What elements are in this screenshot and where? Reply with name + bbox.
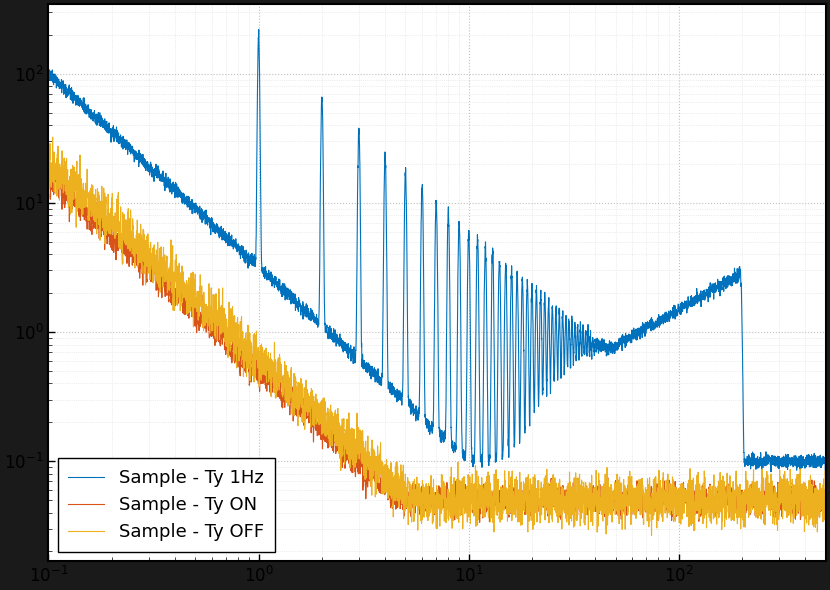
Sample - Ty ON xyxy=(504,503,514,510)
Sample - Ty OFF xyxy=(620,485,630,492)
Sample - Ty 1Hz xyxy=(662,310,671,317)
Sample - Ty OFF xyxy=(504,509,514,516)
Sample - Ty 1Hz xyxy=(537,388,547,395)
Legend: Sample - Ty 1Hz, Sample - Ty ON, Sample - Ty OFF: Sample - Ty 1Hz, Sample - Ty ON, Sample … xyxy=(57,458,275,552)
Sample - Ty ON xyxy=(821,480,830,487)
Sample - Ty ON xyxy=(43,186,53,194)
Sample - Ty 1Hz xyxy=(254,26,264,33)
Sample - Ty 1Hz xyxy=(620,336,630,343)
Sample - Ty OFF xyxy=(647,532,657,539)
Sample - Ty OFF xyxy=(537,487,547,494)
Sample - Ty 1Hz xyxy=(325,330,335,337)
Line: Sample - Ty OFF: Sample - Ty OFF xyxy=(48,137,826,536)
Sample - Ty OFF xyxy=(325,433,335,440)
Sample - Ty OFF xyxy=(43,167,53,174)
Sample - Ty OFF xyxy=(821,495,830,502)
Sample - Ty ON xyxy=(44,160,54,167)
Sample - Ty ON xyxy=(537,493,547,500)
Line: Sample - Ty ON: Sample - Ty ON xyxy=(48,163,826,523)
Sample - Ty ON xyxy=(325,431,335,438)
Sample - Ty OFF xyxy=(662,477,671,484)
Line: Sample - Ty 1Hz: Sample - Ty 1Hz xyxy=(48,30,826,472)
Sample - Ty OFF xyxy=(83,189,93,196)
Sample - Ty ON xyxy=(759,520,769,527)
Sample - Ty ON xyxy=(662,504,671,512)
Sample - Ty OFF xyxy=(47,134,57,141)
Sample - Ty ON xyxy=(620,496,630,503)
Sample - Ty ON xyxy=(83,210,93,217)
Sample - Ty 1Hz xyxy=(766,468,776,476)
Sample - Ty 1Hz xyxy=(504,435,514,442)
Sample - Ty 1Hz xyxy=(82,107,92,114)
Sample - Ty 1Hz xyxy=(821,456,830,463)
Sample - Ty 1Hz xyxy=(43,68,53,75)
